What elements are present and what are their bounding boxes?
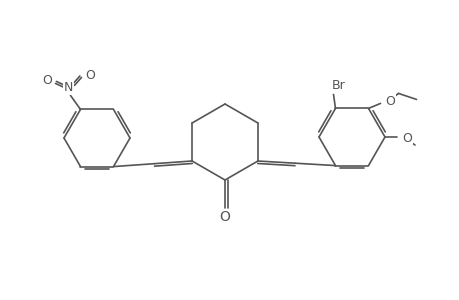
Text: O: O [219,210,230,224]
Text: N: N [64,81,73,94]
Text: O: O [85,69,95,82]
Text: O: O [43,74,52,87]
Text: Br: Br [331,79,345,92]
Text: O: O [401,131,411,145]
Text: O: O [385,95,395,108]
